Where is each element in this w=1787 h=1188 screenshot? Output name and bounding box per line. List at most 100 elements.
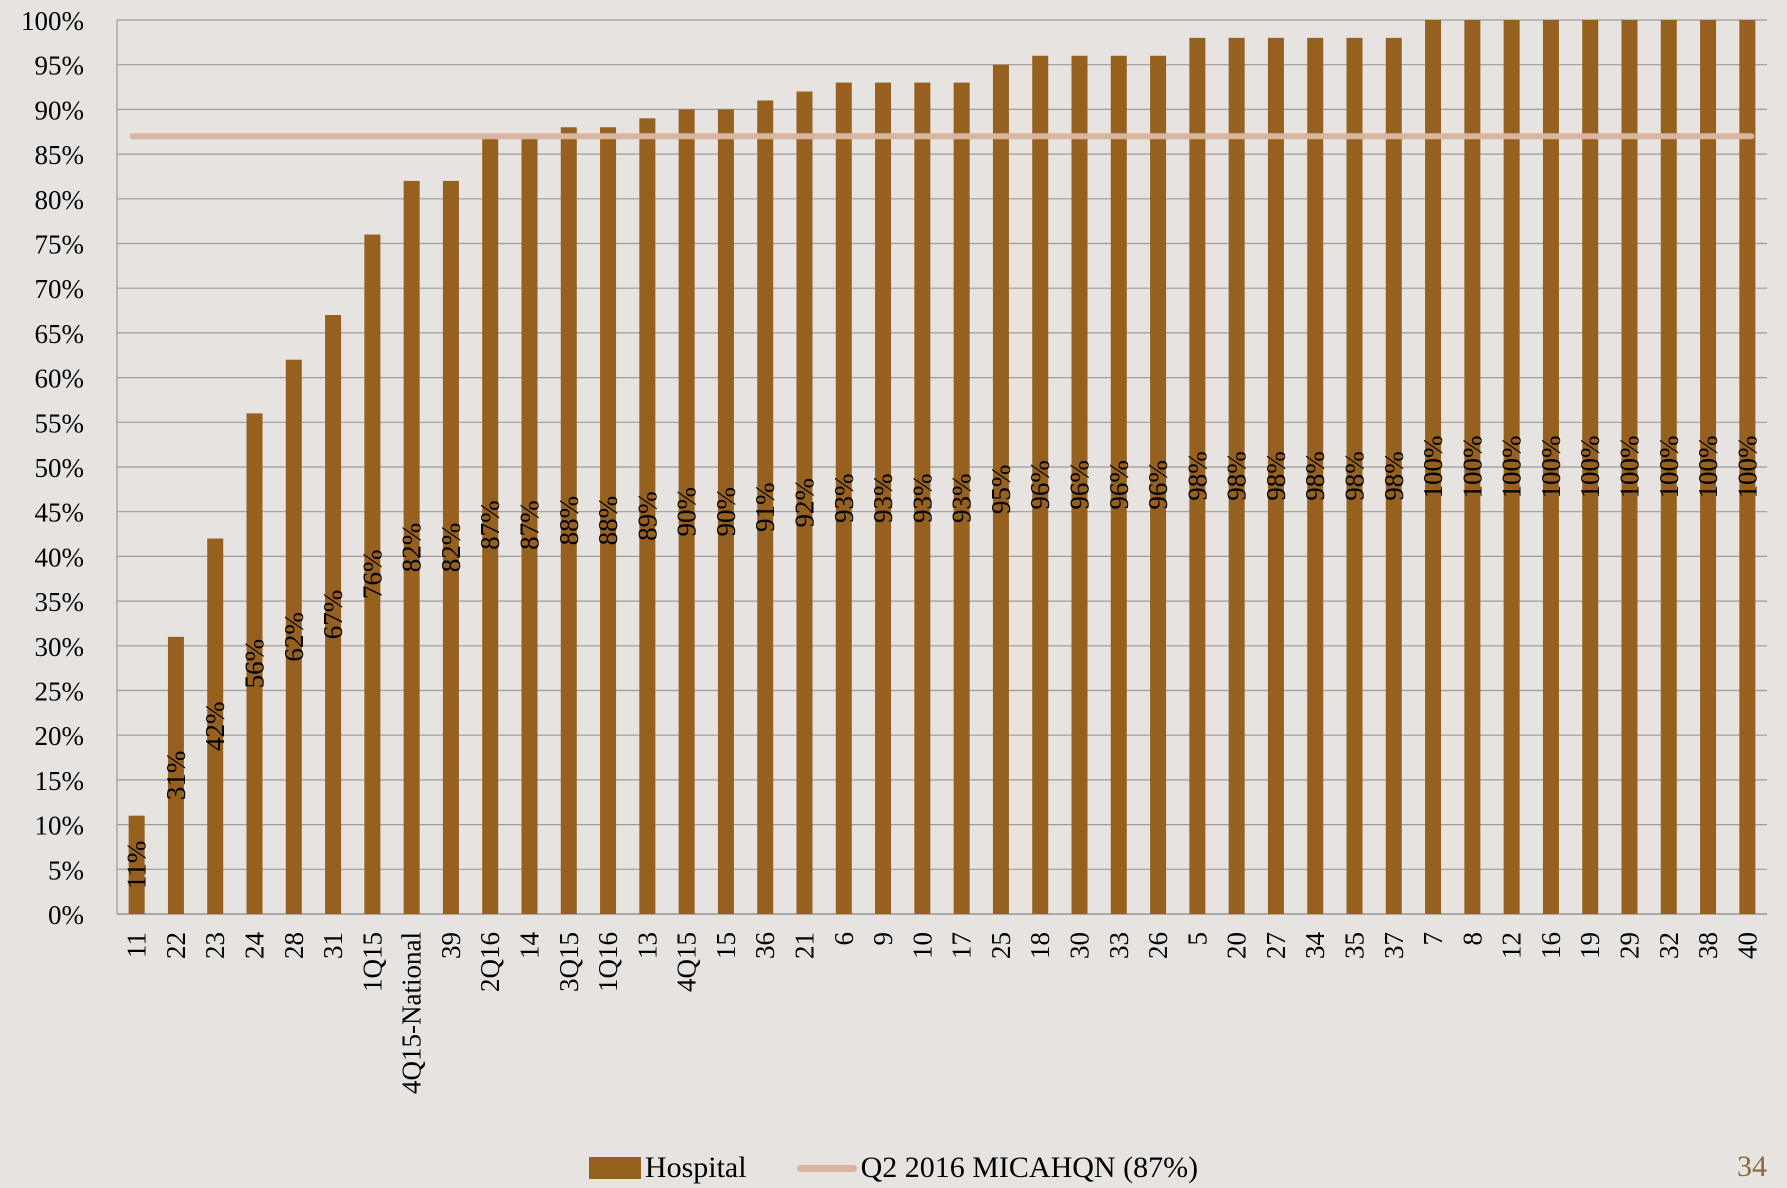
bar <box>1621 20 1638 914</box>
bar <box>482 136 499 915</box>
data-label: 100% <box>1615 436 1645 499</box>
bar <box>1700 20 1717 914</box>
y-tick-label: 20% <box>35 721 85 751</box>
data-label: 31% <box>161 751 191 801</box>
data-label: 100% <box>1497 436 1527 499</box>
data-label: 96% <box>1143 460 1173 510</box>
x-tick-label: 20 <box>1222 932 1252 959</box>
bar <box>128 815 145 914</box>
data-label: 100% <box>1418 436 1448 499</box>
y-tick-label: 5% <box>48 855 84 885</box>
x-tick-label: 7 <box>1418 932 1448 946</box>
data-label: 56% <box>240 639 270 689</box>
data-label: 90% <box>711 487 741 537</box>
x-tick-label: 40 <box>1732 932 1762 959</box>
legend-swatch-hospital <box>588 1157 641 1179</box>
bar <box>1071 55 1088 914</box>
bar <box>1189 37 1206 914</box>
x-tick-label: 37 <box>1379 932 1409 959</box>
bar <box>403 180 420 915</box>
bar <box>364 234 381 914</box>
data-label: 88% <box>593 496 623 546</box>
bar <box>521 136 538 915</box>
bar <box>1228 37 1245 914</box>
bar <box>1464 20 1481 914</box>
data-label: 82% <box>436 523 466 573</box>
data-label: 95% <box>986 465 1016 514</box>
legend-label-hospital: Hospital <box>644 1151 747 1184</box>
y-tick-label: 100% <box>21 6 84 36</box>
y-tick-label: 10% <box>35 811 85 841</box>
bar <box>560 127 577 914</box>
data-label: 82% <box>397 523 427 573</box>
x-tick-label: 4Q15-National <box>397 932 427 1094</box>
x-tick-label: 38 <box>1693 932 1723 959</box>
bar <box>1267 37 1284 914</box>
bar <box>796 91 813 914</box>
x-tick-label: 36 <box>750 932 780 959</box>
x-tick-label: 17 <box>947 932 977 959</box>
data-label: 98% <box>1379 451 1409 501</box>
data-label: 100% <box>1457 436 1487 499</box>
x-tick-label: 24 <box>240 932 270 960</box>
x-tick-label: 5 <box>1182 932 1212 946</box>
x-tick-label: 13 <box>632 932 662 959</box>
x-tick-label: 35 <box>1340 932 1370 959</box>
x-tick-label: 30 <box>1065 932 1095 959</box>
bar <box>835 82 852 914</box>
x-tick-label: 1Q16 <box>593 932 623 992</box>
data-label: 98% <box>1182 451 1212 501</box>
data-label: 96% <box>1025 460 1055 510</box>
data-label: 98% <box>1222 451 1252 501</box>
legend-swatch-micahqn <box>796 1164 857 1172</box>
data-label: 98% <box>1340 451 1370 501</box>
x-tick-label: 39 <box>436 932 466 959</box>
bar <box>717 109 734 914</box>
y-tick-label: 30% <box>35 632 85 662</box>
data-label: 93% <box>947 474 977 524</box>
y-tick-label: 90% <box>35 95 85 125</box>
x-tick-label: 15 <box>711 932 741 959</box>
bar <box>1582 20 1599 914</box>
x-tick-label: 22 <box>161 932 191 959</box>
data-label: 90% <box>672 487 702 537</box>
bar <box>1660 20 1677 914</box>
x-tick-label: 19 <box>1575 932 1605 959</box>
bar <box>246 413 263 914</box>
bar <box>992 64 1009 914</box>
y-tick-label: 85% <box>35 140 85 170</box>
data-label: 89% <box>632 491 662 541</box>
bar <box>285 359 302 915</box>
y-tick-label: 50% <box>35 453 85 483</box>
bar <box>1425 20 1442 914</box>
y-tick-label: 35% <box>35 587 85 617</box>
x-tick-label: 29 <box>1615 932 1645 959</box>
x-tick-label: 33 <box>1104 932 1134 959</box>
y-tick-label: 15% <box>35 766 85 796</box>
bar <box>678 109 695 914</box>
bar <box>207 538 224 914</box>
y-tick-label: 95% <box>35 51 85 81</box>
data-label: 93% <box>907 474 937 524</box>
y-tick-label: 45% <box>35 498 85 528</box>
y-tick-label: 65% <box>35 319 85 349</box>
x-tick-label: 9 <box>868 932 898 946</box>
x-tick-label: 26 <box>1143 932 1173 959</box>
legend-item-hospital: Hospital <box>588 1151 747 1185</box>
x-tick-label: 16 <box>1536 932 1566 959</box>
y-tick-label: 25% <box>35 677 85 707</box>
y-tick-label: 70% <box>35 274 85 304</box>
bar <box>442 180 459 915</box>
x-tick-label: 3Q15 <box>554 932 584 992</box>
data-label: 88% <box>554 496 584 546</box>
bar <box>757 100 774 914</box>
x-tick-label: 10 <box>907 932 937 959</box>
x-tick-label: 32 <box>1654 932 1684 959</box>
bar <box>1032 55 1049 914</box>
x-tick-label: 6 <box>829 932 859 946</box>
data-label: 93% <box>868 474 898 524</box>
x-tick-label: 1Q15 <box>357 932 387 992</box>
data-label: 87% <box>515 500 545 550</box>
bar <box>914 82 931 914</box>
y-tick-label: 0% <box>48 900 84 930</box>
